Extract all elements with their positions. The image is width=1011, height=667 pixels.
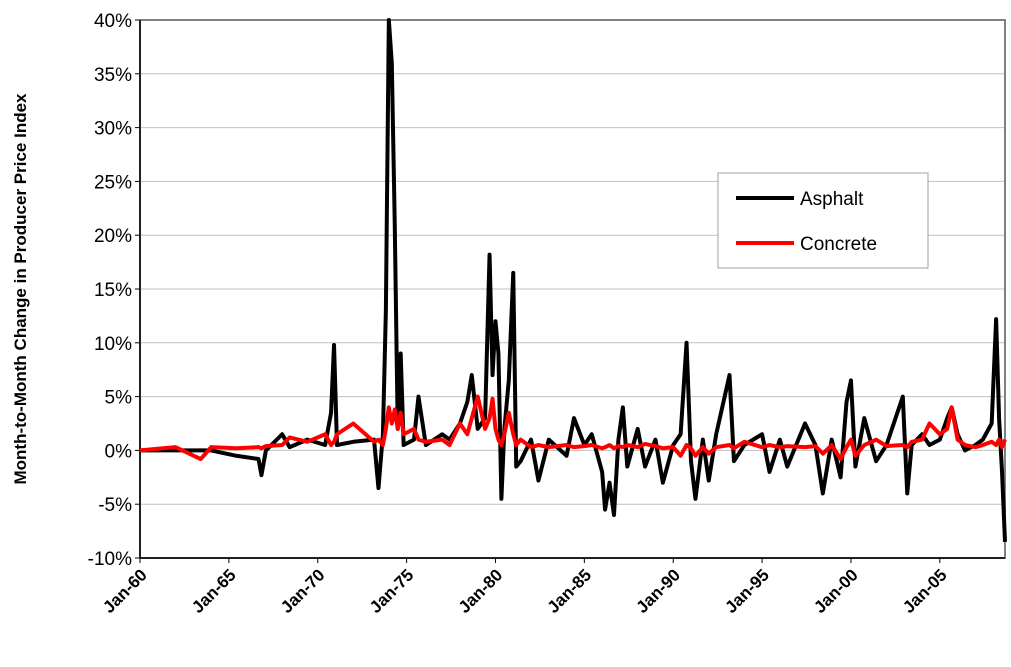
x-tick-label: Jan-60	[99, 565, 151, 617]
y-tick-label: 5%	[105, 388, 133, 409]
x-tick-label: Jan-65	[188, 565, 240, 617]
series-line	[140, 18, 1007, 542]
y-tick-label: 40%	[94, 11, 132, 32]
x-tick-label: Jan-80	[455, 565, 507, 617]
legend-box	[717, 172, 929, 269]
y-tick-label: 10%	[94, 334, 132, 355]
legend-label: Concrete	[800, 234, 877, 255]
x-tick-label: Jan-05	[899, 565, 951, 617]
y-tick-label: -10%	[88, 549, 132, 570]
x-tick-label: Jan-00	[810, 565, 862, 617]
x-tick-label: Jan-75	[366, 565, 418, 617]
y-tick-label: -5%	[98, 495, 132, 516]
y-tick-label: 30%	[94, 119, 132, 140]
y-tick-label: 15%	[94, 280, 132, 301]
y-tick-label: 35%	[94, 65, 132, 86]
legend-label: Asphalt	[800, 189, 864, 210]
x-tick-label: Jan-95	[721, 565, 773, 617]
x-tick-label: Jan-85	[544, 565, 596, 617]
x-tick-label: Jan-70	[277, 565, 329, 617]
series-line	[139, 394, 1007, 462]
y-tick-label: 25%	[94, 172, 132, 193]
y-tick-label: 20%	[94, 226, 132, 247]
x-tick-label: Jan-90	[633, 565, 685, 617]
y-tick-label: 0%	[105, 441, 133, 462]
y-axis-label: Month-to-Month Change in Producer Price …	[11, 93, 30, 485]
